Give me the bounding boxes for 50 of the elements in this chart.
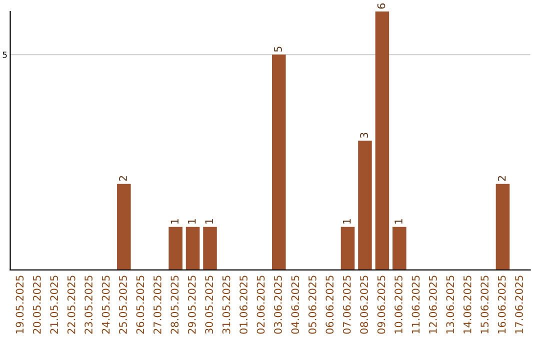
bar [392, 226, 406, 270]
x-tick-label: 17.06.2025 [515, 276, 523, 334]
data-label: 3 [360, 132, 368, 138]
x-tick-label: 07.06.2025 [342, 276, 351, 334]
x-tick-label: 16.06.2025 [498, 276, 506, 334]
x-tick-label: 30.05.2025 [205, 276, 214, 334]
x-tick-label: 06.06.2025 [326, 276, 334, 334]
x-tick-label: 20.05.2025 [32, 276, 41, 334]
data-label: 5 [274, 46, 282, 52]
x-tick-label: 10.06.2025 [394, 276, 402, 334]
x-tick-label: 31.05.2025 [222, 276, 230, 334]
bar [375, 12, 390, 270]
bar [168, 226, 182, 270]
bar [496, 184, 510, 270]
bar [117, 184, 131, 270]
data-label: 1 [343, 219, 351, 224]
bar [272, 54, 286, 270]
x-tick-label: 09.06.2025 [377, 276, 386, 334]
x-tick-label: 12.06.2025 [428, 276, 437, 334]
x-tick-label: 08.06.2025 [360, 276, 368, 334]
x-tick-label: 13.06.2025 [446, 276, 454, 334]
data-label: 6 [377, 3, 386, 9]
x-tick-label: 19.05.2025 [16, 276, 24, 334]
x-tick-label: 04.06.2025 [291, 276, 300, 334]
x-tick-label: 25.05.2025 [119, 276, 127, 334]
x-tick-label: 28.05.2025 [170, 276, 179, 334]
bar [358, 140, 372, 270]
x-tick-label: 14.06.2025 [463, 276, 472, 334]
x-tick-label: 01.06.2025 [240, 276, 248, 334]
x-tick-label: 15.06.2025 [480, 276, 489, 334]
x-tick-label: 22.05.2025 [67, 276, 76, 334]
x-tick-label: 03.06.2025 [274, 276, 282, 334]
data-label: 1 [170, 219, 178, 224]
x-tick-label: 24.05.2025 [102, 276, 110, 334]
x-tick-label: 21.05.2025 [50, 276, 58, 334]
x-tick-label: 05.06.2025 [308, 276, 316, 334]
data-label: 2 [498, 176, 506, 181]
x-tick-label: 02.06.2025 [256, 276, 265, 334]
x-tick-label: 27.05.2025 [153, 276, 162, 334]
bar [203, 226, 217, 270]
bar [340, 226, 355, 270]
data-label: 2 [119, 176, 127, 181]
data-label: 1 [394, 219, 402, 224]
x-tick-label: 23.05.2025 [84, 276, 92, 334]
data-label: 1 [205, 219, 213, 224]
x-tick-label: 26.05.2025 [136, 276, 144, 334]
x-tick-label: 29.05.2025 [188, 276, 196, 334]
bar [186, 226, 200, 270]
data-label: 1 [188, 219, 196, 224]
x-tick-label: 11.06.2025 [412, 276, 420, 334]
